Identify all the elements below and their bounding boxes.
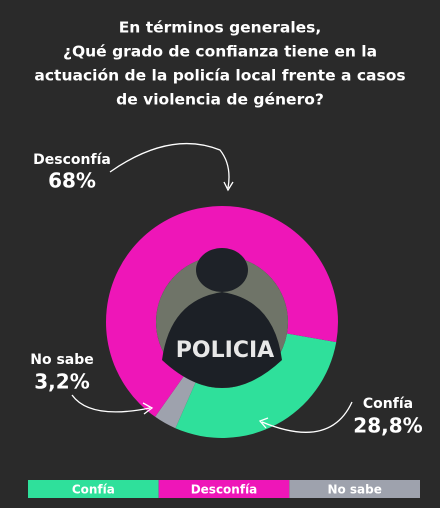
center-photo: POLICIA — [156, 248, 288, 388]
slice — [105, 206, 339, 417]
arrow — [71, 394, 151, 413]
category-label: Confía — [363, 396, 413, 412]
legend-label: No sabe — [327, 483, 381, 497]
head — [196, 248, 248, 292]
donut — [105, 206, 339, 438]
title-line: actuación de la policía local frente a c… — [34, 67, 405, 85]
value-label: 68% — [48, 169, 96, 193]
photo-text: POLICIA — [176, 338, 274, 363]
callout-arrows — [71, 142, 353, 433]
legend-label: Confía — [72, 483, 115, 497]
slice — [155, 375, 196, 429]
legend-swatch — [158, 480, 290, 498]
arrow-head — [258, 417, 269, 429]
value-label: 28,8% — [353, 414, 422, 438]
legend-label: Desconfía — [191, 483, 258, 497]
value-label: 3,2% — [34, 370, 89, 394]
arrow-head — [223, 181, 234, 192]
legend: Confía Desconfía No sabe — [28, 480, 420, 498]
category-label: No sabe — [30, 352, 94, 368]
arrow — [109, 142, 230, 189]
title-line: En términos generales, — [119, 19, 322, 37]
legend-swatch — [28, 480, 159, 498]
chart-title: En términos generales, ¿Qué grado de con… — [34, 19, 405, 109]
arrow-head — [142, 402, 154, 415]
title-line: de violencia de género? — [116, 91, 324, 109]
arrow — [261, 401, 353, 433]
legend-swatch — [289, 480, 420, 498]
slice — [175, 333, 337, 438]
title-line: ¿Qué grado de confianza tiene en la — [63, 43, 377, 61]
body — [162, 292, 282, 388]
category-label: Desconfía — [33, 152, 111, 168]
